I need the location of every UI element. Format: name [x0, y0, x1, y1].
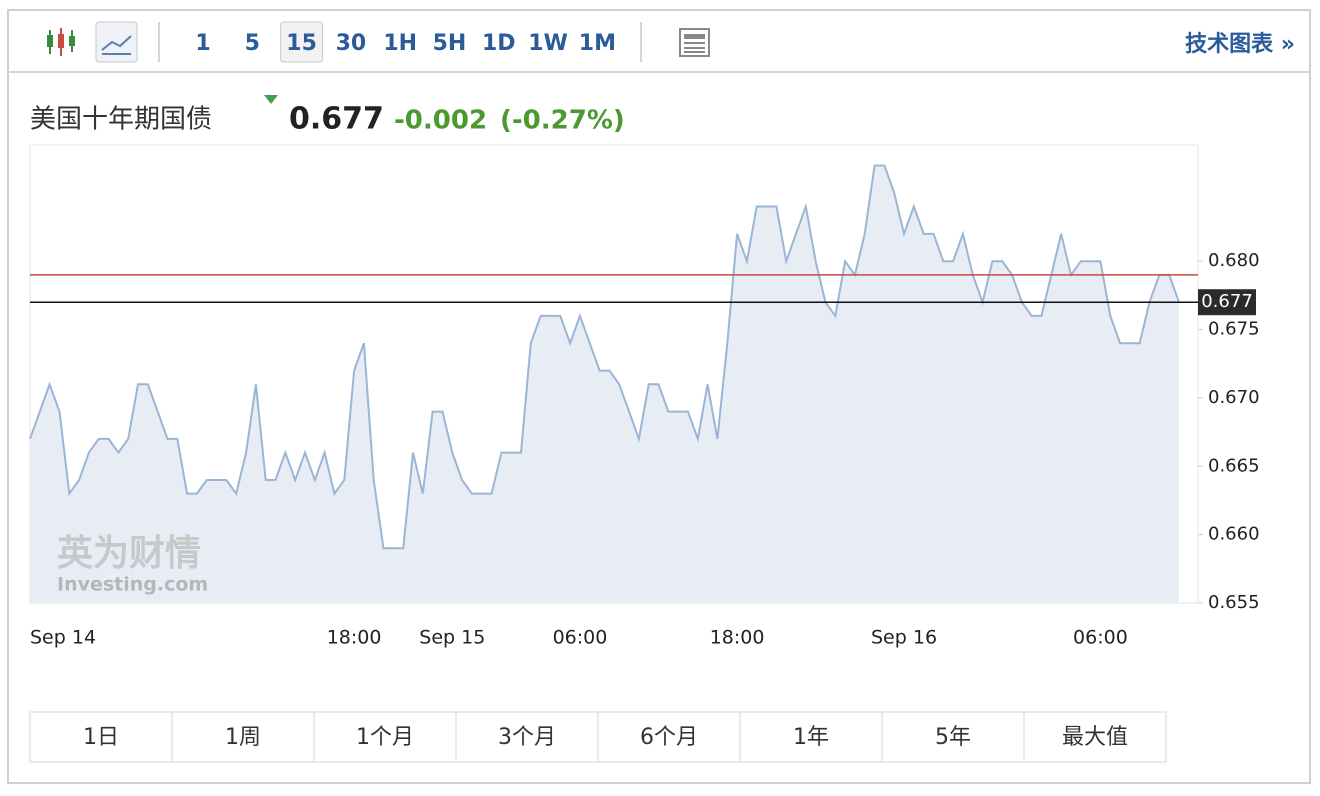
interval-button[interactable]: 1: [195, 31, 210, 56]
range-button[interactable]: [739, 711, 883, 763]
interval-button[interactable]: 1M: [579, 31, 616, 56]
instrument-name: 美国十年期国债: [30, 105, 212, 135]
x-tick-label: 06:00: [1073, 627, 1128, 649]
y-tick-label: 0.680: [1208, 250, 1260, 271]
range-label: 6个月: [640, 725, 698, 750]
range-label: 1个月: [356, 725, 414, 750]
watermark-en: Investing.com: [57, 574, 208, 596]
plot: 0.655 0.660 0.665 0.670 0.675 0.680 0.677 Sep 1…: [29, 164, 1260, 649]
candle-icon[interactable]: [47, 28, 75, 56]
x-tick-label: Sep 16: [871, 627, 937, 649]
line-icon[interactable]: [95, 21, 138, 63]
range-label: 1年: [793, 725, 829, 750]
range-button[interactable]: [171, 711, 315, 763]
range-bar: 1日 1周 1个月 3个月 6个月 1年 5年 最大值: [29, 711, 1167, 763]
range-button[interactable]: [881, 711, 1025, 763]
price-badge-label: 0.677: [1201, 291, 1253, 312]
range-button[interactable]: [1023, 711, 1167, 763]
interval-selected: [280, 21, 324, 63]
change-pct: (-0.27%): [500, 106, 625, 136]
range-button[interactable]: [313, 711, 457, 763]
interval-button[interactable]: 5H: [433, 31, 467, 56]
y-tick-label: 0.675: [1208, 319, 1260, 340]
y-tick-label: 0.665: [1208, 455, 1260, 476]
tech-chart-link[interactable]: 技术图表 »: [1185, 32, 1295, 57]
interval-button[interactable]: 1H: [383, 31, 417, 56]
range-label: 5年: [935, 725, 971, 750]
x-tick-label: Sep 15: [419, 627, 485, 649]
x-tick-label: Sep 14: [30, 627, 96, 649]
range-label: 最大值: [1062, 725, 1128, 750]
range-button[interactable]: [455, 711, 599, 763]
range-label: 1日: [83, 725, 119, 750]
interval-button[interactable]: 30: [336, 31, 367, 56]
interval-button[interactable]: 15: [286, 31, 317, 56]
range-label: 1周: [225, 725, 261, 750]
range-label: 3个月: [498, 725, 556, 750]
price: 0.677: [289, 102, 384, 137]
change: -0.002: [394, 106, 487, 136]
x-tick-label: 18:00: [327, 627, 382, 649]
interval-bar: 1 5 15 30 1H 5H 1D 1W 1M: [195, 21, 616, 63]
interval-button[interactable]: 5: [245, 31, 260, 56]
y-tick-label: 0.655: [1208, 592, 1260, 613]
x-tick-label: 18:00: [710, 627, 765, 649]
interval-button[interactable]: 1D: [482, 31, 516, 56]
interval-button[interactable]: 1W: [528, 31, 568, 56]
down-arrow: [264, 95, 278, 104]
price-line: [29, 164, 1180, 550]
range-button[interactable]: [29, 711, 173, 763]
price-badge: [1198, 289, 1256, 316]
news-icon[interactable]: [679, 28, 710, 57]
x-tick-label: 06:00: [553, 627, 608, 649]
range-button[interactable]: [597, 711, 741, 763]
y-tick-label: 0.660: [1208, 524, 1260, 545]
y-tick-label: 0.670: [1208, 387, 1260, 408]
watermark-cn: 英为财情: [57, 533, 201, 574]
